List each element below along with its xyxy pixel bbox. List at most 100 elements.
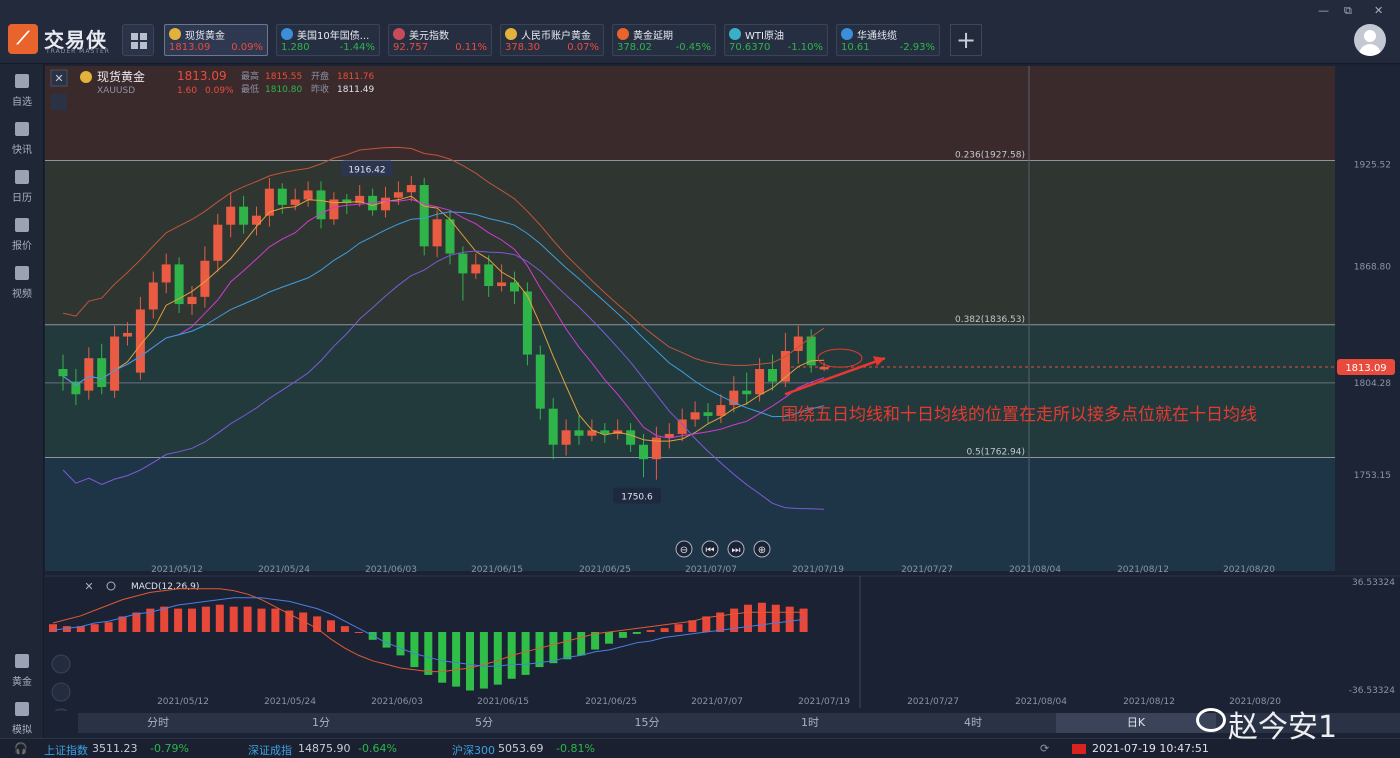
candle-body[interactable] [484,264,494,287]
candle-body[interactable] [574,430,584,436]
candle-body[interactable] [110,336,120,391]
user-avatar[interactable] [1354,24,1386,56]
timeframe-tab[interactable]: 5分 [475,716,493,729]
candle-body[interactable] [355,195,365,204]
grid-menu-button[interactable] [122,24,154,56]
candle-body[interactable] [406,185,416,193]
macd-tool-button[interactable] [51,708,71,728]
candle-body[interactable] [123,332,132,337]
candle-body[interactable] [716,405,726,416]
candle-body[interactable] [432,219,442,247]
candle-body[interactable] [161,264,171,283]
candle-body[interactable] [510,282,519,292]
candle-body[interactable] [264,188,274,216]
sidebar-item-calendar[interactable]: 日历 [0,166,44,210]
sidebar-item-star-bookmark[interactable]: 自选 [0,70,44,114]
ticker-tab[interactable]: WTI原油 70.6370 -1.10% [724,24,828,56]
hs-label[interactable]: 沪深300 [452,744,495,757]
sidebar-item-news[interactable]: 快讯 [0,118,44,162]
candle-body[interactable] [239,206,249,225]
candle-body[interactable] [290,199,300,205]
minimize-icon[interactable]: — [1318,4,1329,17]
candle-body[interactable] [780,350,790,382]
candle-body[interactable] [729,390,739,406]
candle-body[interactable] [768,369,777,382]
ticker-tab[interactable]: 华通线缆 10.61 -2.93% [836,24,940,56]
candle-body[interactable] [445,219,455,254]
timeframe-tab[interactable]: 1分 [312,716,330,729]
candle-body[interactable] [226,206,236,225]
candle-body[interactable] [135,309,145,373]
sidebar-item-quote-line[interactable]: 报价 [0,214,44,258]
candle-body[interactable] [393,192,403,198]
ticker-tab[interactable]: 现货黄金 1813.09 0.09% [164,24,268,56]
candle-body[interactable] [626,430,636,445]
candle-body[interactable] [252,215,261,225]
sidebar-item-gold-grid[interactable]: 黄金 [0,650,44,694]
candle-body[interactable] [600,430,610,434]
zoom-control-button[interactable] [675,540,693,558]
candle-body[interactable] [458,253,468,274]
candle-body[interactable] [497,282,507,287]
ticker-tab[interactable]: 人民币账户黄金 378.30 0.07% [500,24,604,56]
candle-body[interactable] [71,381,81,395]
expand-icon[interactable] [51,94,67,110]
candle-body[interactable] [639,444,648,460]
ticker-tab[interactable]: 美元指数 92.757 0.11% [388,24,492,56]
timeframe-tab[interactable]: 日K [1056,713,1216,733]
candle-body[interactable] [148,282,158,310]
candle-body[interactable] [677,419,687,434]
zoom-control-button[interactable] [701,540,719,558]
candle-body[interactable] [703,412,713,416]
candle-body[interactable] [587,430,597,436]
timeframe-tab[interactable]: 分时 [147,716,169,729]
candle-body[interactable] [561,430,571,445]
timeframe-tab[interactable]: 15分 [634,716,660,729]
headset-icon[interactable]: 🎧 [14,742,28,755]
candle-body[interactable] [97,358,107,388]
candle-body[interactable] [806,336,816,366]
candle-body[interactable] [381,197,390,211]
sidebar-item-video[interactable]: 视频 [0,262,44,306]
candle-body[interactable] [742,390,752,395]
zoom-control-button[interactable] [753,540,771,558]
candle-body[interactable] [651,437,661,460]
candle-body[interactable] [174,264,184,305]
candle-body[interactable] [58,369,68,377]
macd-tool-button[interactable] [51,682,71,702]
candle-body[interactable] [329,199,339,220]
candle-body[interactable] [84,358,94,391]
ticker-tab[interactable]: 美国10年国债... 1.280 -1.44% [276,24,380,56]
close-chart-button[interactable] [50,69,68,87]
candle-body[interactable] [535,354,545,409]
candle-body[interactable] [213,224,223,261]
chart-area[interactable]: 0.236(1927.58) 0.382(1836.53) 0.5(1762.94)… [45,66,1400,728]
candle-body[interactable] [342,199,352,204]
sidebar-item-wallet[interactable]: 模拟 [0,698,44,742]
candle-body[interactable] [690,412,700,420]
candle-body[interactable] [316,190,326,220]
timeframe-tab[interactable]: 4时 [964,716,982,729]
macd-settings-icon[interactable] [106,581,116,591]
restore-icon[interactable]: ⧉ [1344,4,1352,17]
candle-body[interactable] [664,433,674,438]
close-window-icon[interactable]: ✕ [1374,4,1384,17]
sh-label[interactable]: 上证指数 [44,744,88,757]
macd-tool-button[interactable] [51,654,71,674]
ticker-tab[interactable]: 黄金延期 378.02 -0.45% [612,24,716,56]
candle-body[interactable] [522,291,532,355]
candle-body[interactable] [548,408,558,445]
candle-body[interactable] [819,367,829,370]
sz-label[interactable]: 深证成指 [248,744,292,757]
candle-body[interactable] [187,296,197,305]
timeframe-tab[interactable]: 1时 [801,716,819,729]
candle-body[interactable] [755,369,765,395]
candle-body[interactable] [303,190,313,200]
candle-body[interactable] [419,185,429,247]
candle-body[interactable] [277,188,287,205]
candlestick-chart[interactable]: 0.236(1927.58) 0.382(1836.53) 0.5(1762.94)… [45,66,1400,728]
zoom-control-button[interactable] [727,540,745,558]
candle-body[interactable] [200,260,210,297]
candle-body[interactable] [471,264,481,274]
candle-body[interactable] [793,336,803,351]
